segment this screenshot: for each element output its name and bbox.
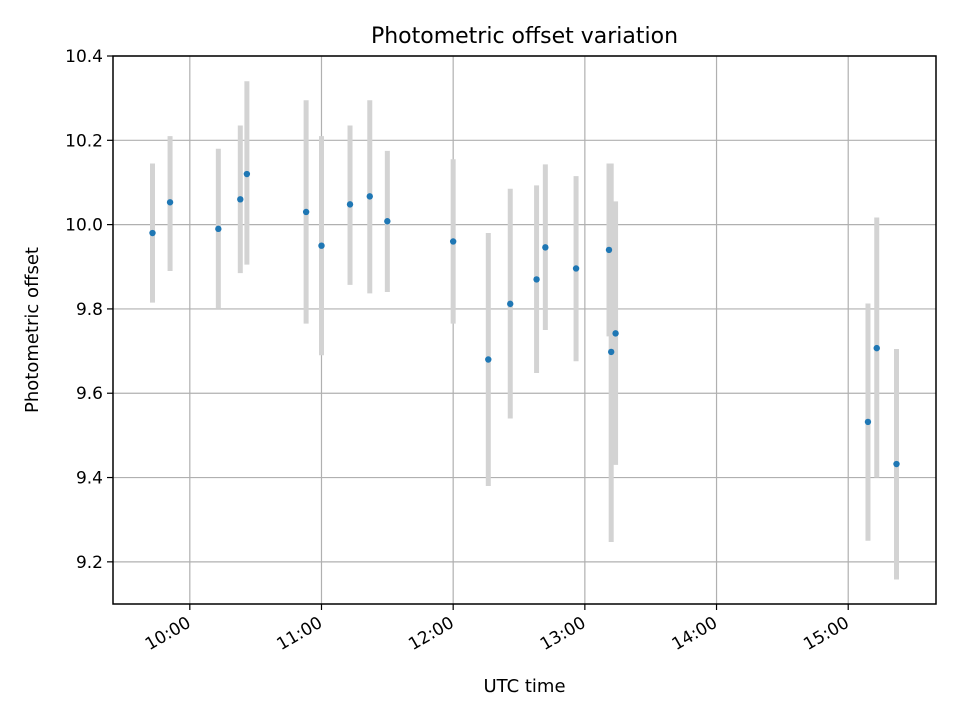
y-tick-label: 9.8 bbox=[76, 300, 103, 320]
y-axis-label: Photometric offset bbox=[22, 247, 43, 413]
data-point bbox=[507, 300, 514, 308]
data-point bbox=[149, 229, 156, 237]
data-point bbox=[572, 265, 580, 272]
x-axis-label: UTC time bbox=[483, 676, 565, 697]
data-point bbox=[243, 170, 251, 178]
data-point bbox=[302, 208, 310, 216]
data-point bbox=[384, 218, 391, 225]
grid bbox=[113, 55, 936, 604]
data-point bbox=[215, 225, 222, 233]
data-point bbox=[605, 246, 613, 254]
data-point bbox=[542, 244, 549, 251]
data-point bbox=[237, 196, 244, 203]
data-point bbox=[864, 418, 872, 426]
error-bars bbox=[150, 81, 899, 580]
x-tick-label: 10:00 bbox=[142, 613, 194, 655]
chart-title: Photometric offset variation bbox=[371, 24, 678, 49]
x-axis-ticks: 10:00 11:00 12:00 13:00 14:00 15:00 bbox=[142, 604, 853, 655]
data-point bbox=[533, 276, 540, 283]
x-tick-label: 11:00 bbox=[274, 613, 326, 655]
data-points bbox=[149, 170, 900, 468]
y-tick-label: 10.2 bbox=[65, 131, 103, 151]
x-tick-label: 13:00 bbox=[537, 613, 589, 655]
plot-frame bbox=[112, 55, 937, 605]
data-point bbox=[449, 238, 457, 245]
data-point bbox=[318, 242, 325, 249]
data-point bbox=[366, 193, 373, 200]
y-tick-label: 9.6 bbox=[76, 384, 103, 404]
x-tick-label: 15:00 bbox=[800, 613, 852, 655]
data-point bbox=[893, 460, 900, 468]
y-axis-ticks: 9.2 9.4 9.6 9.8 10.0 10.2 10.4 bbox=[65, 47, 113, 573]
data-point bbox=[166, 199, 174, 206]
y-tick-label: 9.2 bbox=[76, 553, 103, 573]
x-tick-label: 14:00 bbox=[669, 613, 721, 655]
y-tick-label: 10.0 bbox=[65, 216, 103, 236]
data-point bbox=[346, 201, 354, 208]
x-tick-label: 12:00 bbox=[405, 613, 457, 655]
y-tick-label: 10.4 bbox=[65, 47, 103, 67]
data-point bbox=[485, 356, 492, 363]
y-tick-label: 9.4 bbox=[76, 469, 103, 489]
data-point bbox=[612, 330, 619, 337]
data-point bbox=[607, 348, 615, 356]
data-point bbox=[873, 344, 880, 352]
